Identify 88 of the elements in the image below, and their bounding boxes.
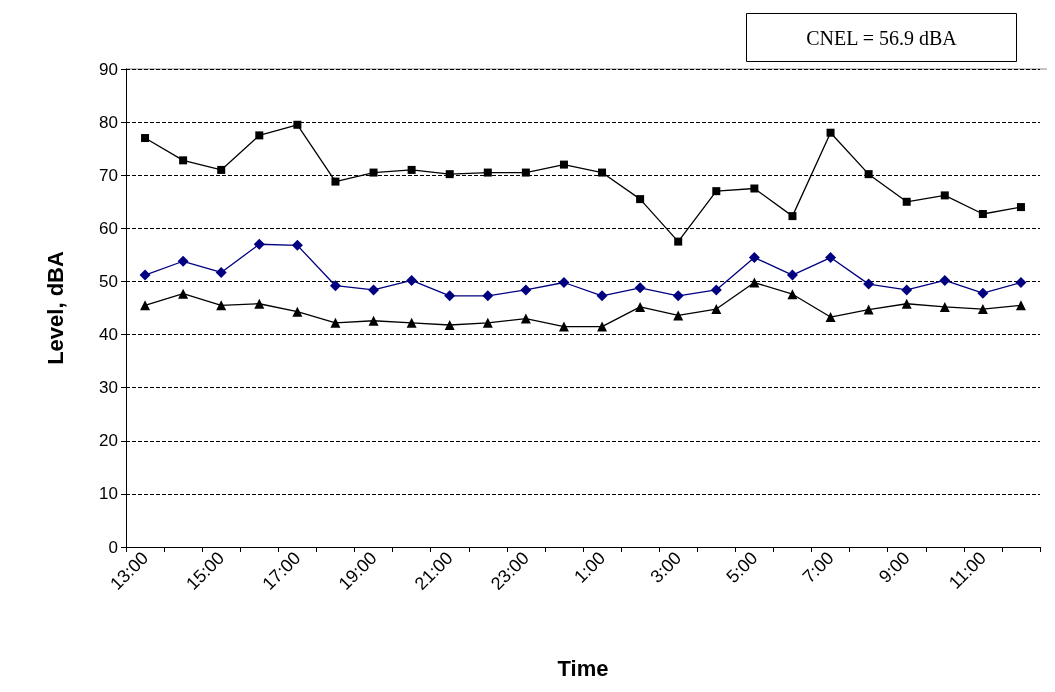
point (368, 315, 379, 326)
point (178, 288, 189, 299)
point (978, 209, 987, 218)
point (406, 274, 418, 286)
point (825, 252, 837, 264)
point (750, 184, 759, 193)
y-tick-label: 80 (99, 112, 118, 132)
point (901, 284, 913, 296)
point (863, 304, 874, 315)
point (863, 278, 875, 290)
point (483, 168, 492, 177)
point (369, 168, 378, 177)
point (786, 269, 798, 281)
point (253, 238, 265, 250)
point (635, 301, 646, 312)
point (977, 287, 989, 299)
point (482, 317, 493, 328)
point (673, 310, 684, 321)
point (407, 165, 416, 174)
point (788, 212, 797, 221)
y-tick-label: 60 (99, 218, 118, 238)
point (291, 239, 303, 251)
point (1015, 300, 1026, 311)
point (939, 301, 950, 312)
point (939, 274, 951, 286)
point (179, 156, 188, 165)
point (444, 320, 455, 330)
point (940, 191, 949, 200)
point (330, 317, 341, 328)
point (520, 284, 532, 296)
point (216, 300, 227, 311)
point (406, 317, 417, 328)
y-tick-label: 50 (99, 271, 118, 291)
point (482, 290, 494, 302)
point (636, 195, 645, 204)
point (1015, 277, 1027, 289)
point (141, 134, 150, 143)
x-tick-label: 3:00 (646, 547, 686, 587)
point (368, 284, 380, 296)
point (748, 252, 760, 264)
point (139, 269, 151, 281)
point (1016, 203, 1025, 212)
point (521, 168, 530, 177)
point (520, 313, 531, 324)
point (902, 197, 911, 206)
point (598, 168, 607, 177)
point (558, 321, 569, 332)
point (749, 277, 760, 288)
y-tick-label: 20 (99, 431, 118, 451)
point (444, 290, 456, 302)
point (787, 289, 798, 300)
point (825, 312, 836, 323)
point (217, 165, 226, 174)
point (977, 304, 988, 315)
point (710, 284, 722, 296)
point (901, 298, 912, 309)
point (711, 304, 722, 315)
point (177, 255, 189, 267)
point (712, 187, 721, 196)
point (445, 170, 454, 179)
point (331, 177, 340, 186)
point (674, 237, 683, 246)
point (329, 280, 341, 292)
y-tick-label: 40 (99, 325, 118, 345)
point (293, 120, 302, 129)
point (634, 282, 646, 294)
point (864, 170, 873, 179)
point (826, 128, 835, 137)
point (559, 160, 568, 169)
point (140, 300, 151, 311)
point (255, 131, 264, 140)
x-tick-label: 7:00 (798, 547, 838, 587)
point (672, 290, 684, 302)
y-tick-label: 0 (108, 537, 118, 557)
text: CNEL = 56.9 dBA (806, 26, 958, 49)
point (597, 321, 608, 332)
point (596, 290, 608, 302)
y-tick-label: 90 (99, 59, 118, 79)
y-tick-label: 10 (99, 484, 118, 504)
point (292, 306, 303, 317)
point (558, 277, 570, 289)
y-tick-label: 70 (99, 165, 118, 185)
x-axis-title: Time (557, 655, 609, 681)
point (254, 298, 265, 309)
x-tick-label: 9:00 (874, 547, 914, 587)
y-axis-title: Level, dBA (42, 251, 68, 365)
y-tick-label: 30 (99, 378, 118, 398)
point (215, 266, 227, 278)
